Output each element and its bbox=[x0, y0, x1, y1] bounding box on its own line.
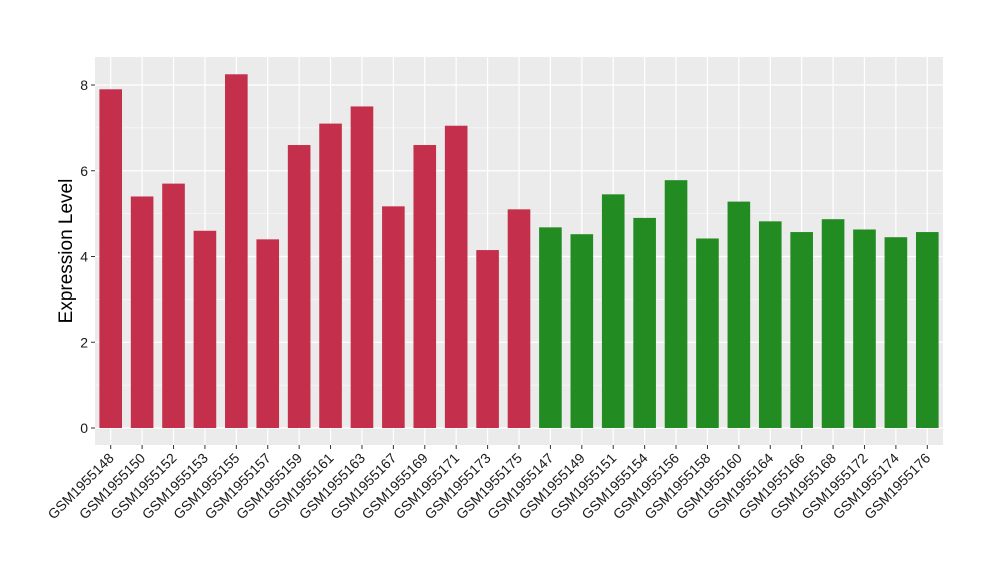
y-axis-title: Expression Level bbox=[56, 179, 77, 324]
y-tick-label: 2 bbox=[80, 334, 88, 350]
bar-GSM1955156 bbox=[664, 180, 688, 428]
bar-GSM1955160 bbox=[727, 201, 751, 428]
bar-GSM1955163 bbox=[350, 106, 374, 428]
bar-GSM1955148 bbox=[99, 89, 123, 428]
bar-GSM1955153 bbox=[193, 230, 217, 428]
bar-GSM1955164 bbox=[758, 221, 782, 428]
bar-GSM1955150 bbox=[130, 196, 154, 428]
bar-GSM1955157 bbox=[256, 239, 280, 428]
bar-GSM1955172 bbox=[853, 229, 876, 428]
bars bbox=[99, 74, 939, 429]
bar-GSM1955151 bbox=[601, 194, 625, 428]
bar-GSM1955159 bbox=[287, 145, 311, 428]
bar-GSM1955155 bbox=[225, 74, 248, 428]
bar-GSM1955158 bbox=[696, 238, 719, 428]
bar-GSM1955147 bbox=[539, 227, 562, 428]
bar-GSM1955174 bbox=[884, 237, 908, 428]
y-tick-label: 8 bbox=[80, 77, 88, 93]
bar-GSM1955171 bbox=[444, 125, 468, 428]
bar-GSM1955175 bbox=[507, 209, 531, 428]
bar-GSM1955149 bbox=[570, 234, 594, 428]
bar-GSM1955167 bbox=[382, 206, 405, 428]
bar-GSM1955152 bbox=[162, 183, 185, 428]
x-axis: GSM1955148GSM1955150GSM1955152GSM1955153… bbox=[44, 445, 934, 522]
bar-GSM1955161 bbox=[319, 123, 342, 429]
bar-GSM1955169 bbox=[413, 145, 437, 428]
bar-GSM1955176 bbox=[915, 232, 939, 428]
y-tick-label: 6 bbox=[80, 163, 88, 179]
bar-GSM1955173 bbox=[476, 250, 499, 428]
y-axis: 0 2 4 6 8 bbox=[80, 77, 95, 436]
bar-GSM1955166 bbox=[790, 232, 813, 428]
bar-GSM1955168 bbox=[821, 219, 845, 428]
y-tick-label: 4 bbox=[80, 249, 88, 265]
y-tick-label: 0 bbox=[80, 420, 88, 436]
bar-GSM1955154 bbox=[633, 217, 656, 428]
